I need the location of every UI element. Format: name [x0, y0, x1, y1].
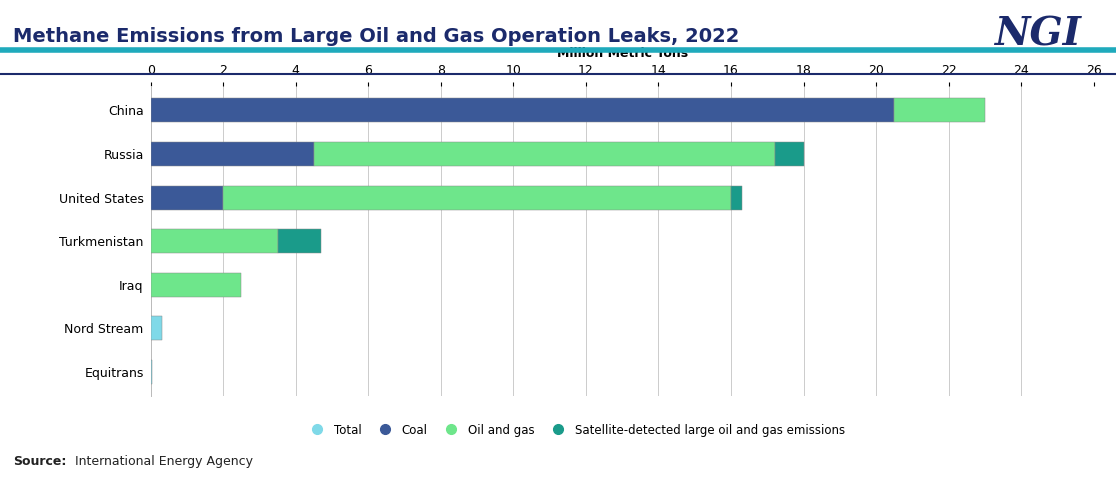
Bar: [223, 186, 731, 210]
Text: Source:: Source:: [13, 455, 67, 468]
Bar: [151, 360, 152, 384]
Text: NGI: NGI: [994, 15, 1081, 54]
Bar: [278, 229, 321, 253]
Bar: [151, 229, 278, 253]
Text: International Energy Agency: International Energy Agency: [71, 455, 253, 468]
Text: Methane Emissions from Large Oil and Gas Operation Leaks, 2022: Methane Emissions from Large Oil and Gas…: [13, 26, 740, 46]
Legend: Total, Coal, Oil and gas, Satellite-detected large oil and gas emissions: Total, Coal, Oil and gas, Satellite-dete…: [306, 423, 845, 437]
Bar: [151, 142, 314, 166]
Bar: [151, 186, 223, 210]
Bar: [731, 186, 742, 210]
Bar: [151, 273, 241, 297]
Bar: [151, 98, 894, 122]
Bar: [894, 98, 985, 122]
Bar: [151, 316, 162, 340]
Bar: [775, 142, 804, 166]
X-axis label: Million Metric Tons: Million Metric Tons: [557, 48, 687, 60]
Bar: [314, 142, 775, 166]
